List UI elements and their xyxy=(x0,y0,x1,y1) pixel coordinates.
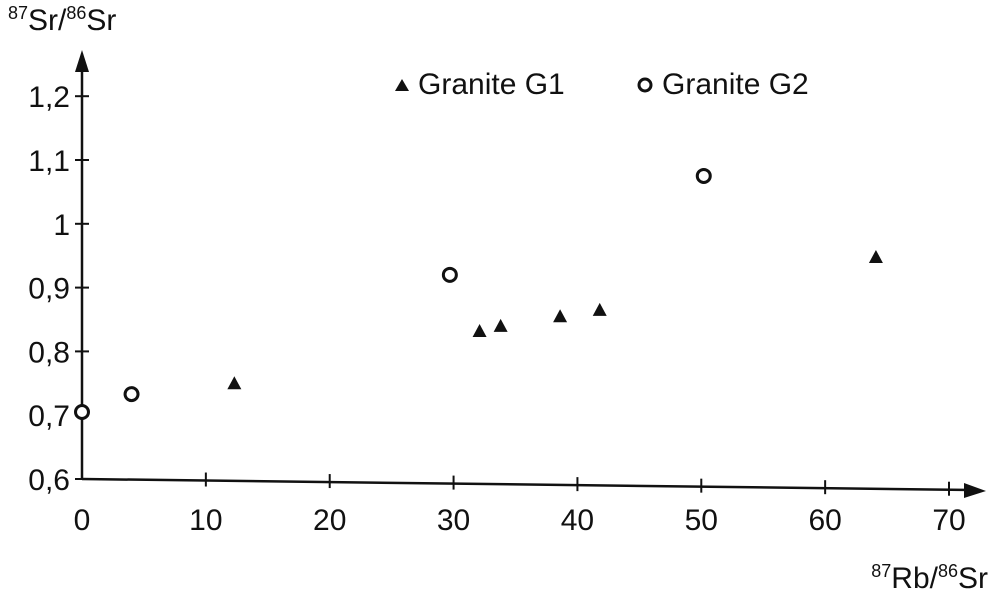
x-tick-label: 30 xyxy=(437,504,470,537)
y-tick-label: 0,8 xyxy=(28,336,70,369)
data-point-granite-g2 xyxy=(695,167,712,184)
data-point-granite-g1 xyxy=(227,376,242,390)
triangle-marker-icon xyxy=(395,79,409,91)
data-point-granite-g2 xyxy=(123,386,140,403)
y-tick-label: 1 xyxy=(53,209,70,242)
data-point-granite-g1 xyxy=(553,309,568,323)
ticks: 0,6 0,7 0,8 0,9 1 1,1 1,2 0 10 20 30 40 50 60 70 xyxy=(28,81,965,537)
y-tick-label: 1,2 xyxy=(28,81,70,114)
y-axis-arrow-icon xyxy=(75,50,89,72)
axes xyxy=(75,50,986,498)
x-axis-label: 87Rb/86Sr xyxy=(871,561,988,595)
x-axis-arrow-icon xyxy=(964,483,986,498)
circle-marker-icon xyxy=(637,77,653,93)
data-point-granite-g1 xyxy=(592,302,607,316)
x-tick-label: 70 xyxy=(932,504,965,537)
legend-label-granite-g1: Granite G1 xyxy=(418,68,565,101)
y-tick-label: 0,6 xyxy=(28,464,70,497)
x-tick-label: 40 xyxy=(561,504,594,537)
legend-item-granite-g1: Granite G1 xyxy=(394,70,565,100)
x-tick-label: 10 xyxy=(189,504,222,537)
legend-item-granite-g2: Granite G2 xyxy=(636,70,809,100)
y-tick-label: 0,9 xyxy=(28,273,70,306)
x-tick-label: 20 xyxy=(313,504,346,537)
y-axis-label: 87Sr/86Sr xyxy=(8,3,117,37)
data-point-granite-g2 xyxy=(74,404,90,421)
legend-label-granite-g2: Granite G2 xyxy=(662,68,809,101)
y-tick-label: 1,1 xyxy=(28,145,70,178)
data-point-granite-g2 xyxy=(441,266,458,283)
x-tick-label: 0 xyxy=(74,504,91,537)
data-point-granite-g1 xyxy=(472,323,487,337)
data-point-granite-g1 xyxy=(868,249,883,263)
y-tick-label: 0,7 xyxy=(28,400,70,433)
data-point-granite-g1 xyxy=(493,318,508,332)
x-tick-label: 50 xyxy=(685,504,718,537)
data-points xyxy=(74,167,883,421)
x-axis-line xyxy=(81,477,973,492)
x-tick-label: 60 xyxy=(808,504,841,537)
